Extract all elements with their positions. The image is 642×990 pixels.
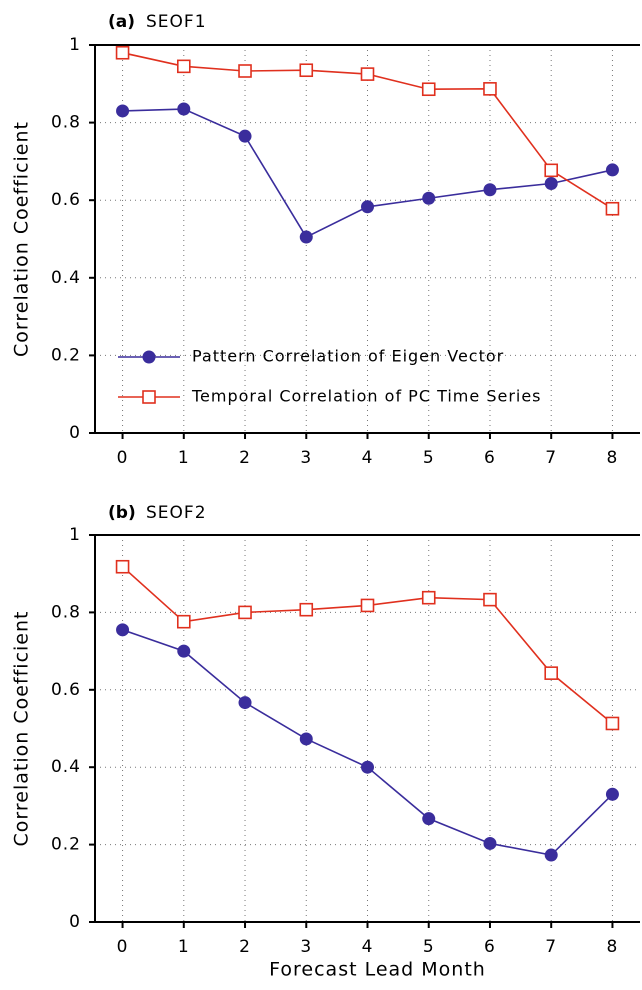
panel-label: (b) [108, 503, 136, 523]
data-point [238, 605, 252, 620]
x-tick-label: 8 [607, 448, 619, 468]
data-point [483, 592, 497, 607]
x-tick-label: 5 [423, 937, 435, 957]
data-point [422, 191, 436, 205]
data-point [605, 163, 619, 177]
y-axis-label: Correlation Coefficient [11, 121, 33, 357]
y-tick-label: 0.6 [51, 190, 81, 210]
data-point [605, 201, 620, 216]
x-tick-label: 1 [178, 937, 190, 957]
data-point [238, 64, 252, 78]
data-point [360, 598, 375, 613]
data-point [116, 623, 130, 637]
data-point [299, 602, 314, 617]
y-axis-label: Correlation Coefficient [11, 611, 33, 847]
x-tick-label: 7 [545, 448, 557, 468]
series-line [122, 108, 613, 239]
x-tick-label: 7 [545, 937, 557, 957]
y-tick-label: 0.6 [51, 680, 81, 700]
data-point [483, 836, 497, 850]
series-line [122, 629, 614, 856]
data-point [483, 82, 497, 96]
x-tick-label: 1 [178, 448, 190, 468]
data-point [115, 559, 130, 574]
legend-label: Temporal Correlation of PC Time Series [191, 387, 542, 406]
x-tick-label: 6 [484, 937, 496, 957]
x-tick-label: 5 [423, 448, 435, 468]
y-tick-label: 1 [69, 525, 81, 545]
x-tick-label: 4 [362, 937, 374, 957]
data-point [544, 177, 558, 191]
data-point [299, 63, 314, 78]
x-tick-label: 0 [117, 448, 129, 468]
data-point [544, 848, 558, 862]
y-tick-label: 0.4 [51, 268, 81, 288]
legend-marker [142, 390, 156, 404]
data-point [176, 614, 191, 629]
data-point [177, 644, 191, 658]
x-tick-label: 3 [300, 937, 312, 957]
data-point [238, 129, 252, 143]
data-point [361, 760, 374, 774]
data-point [176, 59, 191, 74]
chart-title: SEOF1 [146, 12, 207, 32]
y-tick-label: 0.8 [51, 113, 81, 133]
y-tick-label: 0.4 [51, 757, 81, 777]
data-point [238, 696, 252, 710]
data-point [605, 787, 619, 801]
data-point [544, 666, 559, 680]
x-tick-label: 3 [300, 448, 312, 468]
data-point [299, 732, 313, 746]
legend-label: Pattern Correlation of Eigen Vector [192, 347, 504, 366]
data-point [483, 183, 497, 197]
x-axis-label: Forecast Lead Month [269, 959, 486, 981]
data-point [299, 230, 313, 244]
data-point [605, 716, 620, 731]
x-tick-label: 0 [117, 937, 129, 957]
data-point [115, 45, 130, 60]
data-point [177, 102, 191, 116]
x-tick-label: 4 [362, 448, 374, 468]
y-tick-label: 0.2 [51, 345, 81, 365]
data-point [544, 163, 559, 178]
y-tick-label: 0 [69, 423, 81, 443]
data-point [421, 590, 436, 605]
legend-marker [142, 350, 156, 364]
y-tick-label: 1 [69, 35, 81, 55]
x-tick-label: 2 [239, 448, 251, 468]
panel-label: (a) [108, 12, 135, 32]
x-tick-label: 6 [484, 448, 496, 468]
y-tick-label: 0.2 [51, 835, 81, 855]
y-tick-label: 0.8 [51, 602, 81, 622]
y-tick-label: 0 [69, 912, 81, 932]
data-point [360, 67, 375, 81]
data-point [421, 82, 436, 97]
chart-title: SEOF2 [146, 503, 207, 523]
x-tick-label: 8 [607, 937, 619, 957]
data-point [361, 200, 374, 214]
data-point [116, 104, 130, 118]
x-tick-label: 2 [239, 937, 251, 957]
data-point [422, 812, 436, 826]
